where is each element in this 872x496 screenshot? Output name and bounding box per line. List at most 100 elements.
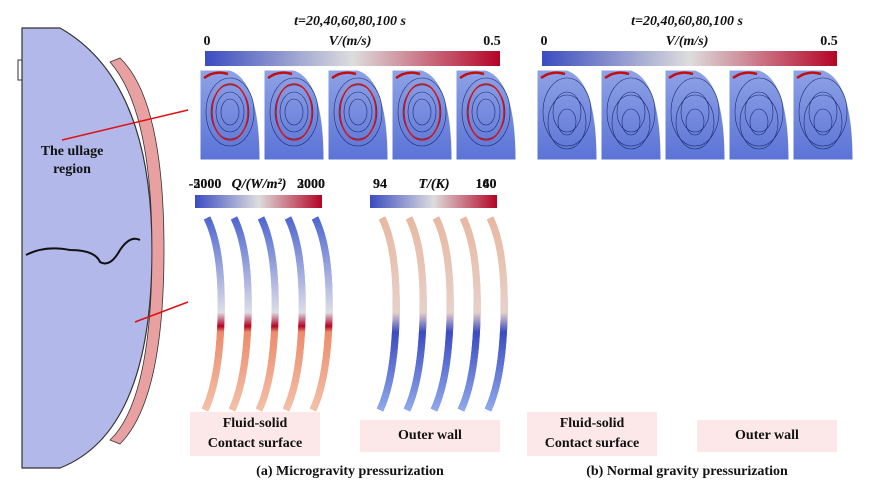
contact-label: Fluid-solid [223, 416, 288, 431]
hot-spot [459, 71, 485, 80]
wall-strip [228, 216, 252, 412]
streamline [471, 91, 501, 133]
wall-strip [376, 216, 400, 412]
bar-label: V/(m/s) [329, 34, 372, 49]
streamline [343, 91, 373, 133]
streamline [215, 91, 245, 133]
flow-field [327, 69, 389, 161]
vortex [403, 83, 441, 141]
bar-max: 140 [476, 177, 497, 192]
streamline [611, 94, 651, 150]
flow-field [199, 69, 261, 161]
wall-strip [201, 216, 225, 412]
arrow [61, 109, 189, 141]
streamline [734, 77, 784, 147]
vortex [275, 83, 313, 141]
wall-strip [255, 216, 279, 412]
label-box [697, 420, 837, 452]
wall-strip [403, 216, 427, 412]
contact-label: Contact surface [208, 436, 302, 451]
label-box [190, 412, 320, 456]
streamline [680, 91, 710, 133]
tank-wall [109, 57, 165, 445]
streamline [476, 98, 496, 126]
streamline [808, 91, 838, 133]
streamline [402, 84, 442, 140]
hot-spot [267, 71, 293, 80]
tank-port [17, 59, 22, 81]
streamline [552, 91, 582, 133]
caption: (b) Normal gravity pressurization [586, 464, 788, 479]
hot-spot [732, 71, 758, 80]
hot-spot [668, 71, 694, 80]
label-box [360, 420, 500, 452]
streamline [616, 91, 646, 133]
streamline [685, 108, 705, 136]
streamline [813, 108, 833, 136]
wall-label: Outer wall [398, 428, 462, 443]
bar-label: T/(K) [418, 177, 449, 192]
bar-max: 3000 [297, 177, 325, 192]
bar-max: 2000 [297, 177, 325, 192]
streamline [338, 84, 378, 140]
bar-label: Q/(W/m²) [232, 177, 287, 192]
bar-max: 0.5 [483, 34, 501, 49]
colorbar [195, 195, 322, 208]
streamline [220, 98, 240, 126]
streamline [205, 77, 255, 147]
streamline [397, 77, 447, 147]
bar-label: T/(K) [418, 177, 449, 192]
streamline [798, 77, 848, 147]
ullage-label: region [53, 162, 91, 177]
streamline [461, 77, 511, 147]
streamline [547, 94, 587, 150]
streamline [803, 94, 843, 150]
bar-min: -2000 [189, 177, 222, 192]
streamline [284, 98, 304, 126]
contact-label: Fluid-solid [560, 416, 625, 431]
flow-field [728, 69, 790, 161]
streamline [333, 77, 383, 147]
bar-max: 0.5 [820, 34, 838, 49]
flow-field [664, 69, 726, 161]
streamline [407, 91, 437, 133]
wall-strip [309, 216, 333, 412]
streamline [542, 77, 592, 147]
ullage-label: The ullage [41, 144, 104, 159]
wall-strip [484, 216, 508, 412]
wall-label: Outer wall [735, 428, 799, 443]
streamline [279, 91, 309, 133]
wall-strip [430, 216, 454, 412]
streamline [675, 94, 715, 150]
streamline [269, 77, 319, 147]
hot-spot [796, 71, 822, 80]
flow-field [263, 69, 325, 161]
streamline [210, 84, 250, 140]
label-box [527, 412, 657, 456]
liquid-surface [25, 237, 141, 265]
hot-spot [604, 71, 630, 80]
flow-field [536, 69, 598, 161]
streamline [466, 84, 506, 140]
streamline [557, 108, 577, 136]
streamline [621, 108, 641, 136]
streamline [739, 94, 779, 150]
streamline [606, 77, 656, 147]
bar-min: 0 [541, 34, 548, 49]
flow-field [600, 69, 662, 161]
wall-strip [282, 216, 306, 412]
velocity-colorbar [205, 51, 500, 66]
streamline [749, 108, 769, 136]
wall-strip [457, 216, 481, 412]
bar-max: 160 [476, 177, 497, 192]
streamline [348, 98, 368, 126]
hot-spot [540, 71, 566, 80]
flow-field [391, 69, 453, 161]
bar-min: 94 [373, 177, 387, 192]
time-label: t=20,40,60,80,100 s [294, 14, 406, 29]
hot-spot [395, 71, 421, 80]
tank: The ullage region [17, 27, 189, 469]
flow-field [455, 69, 517, 161]
caption: (a) Microgravity pressurization [256, 464, 444, 479]
